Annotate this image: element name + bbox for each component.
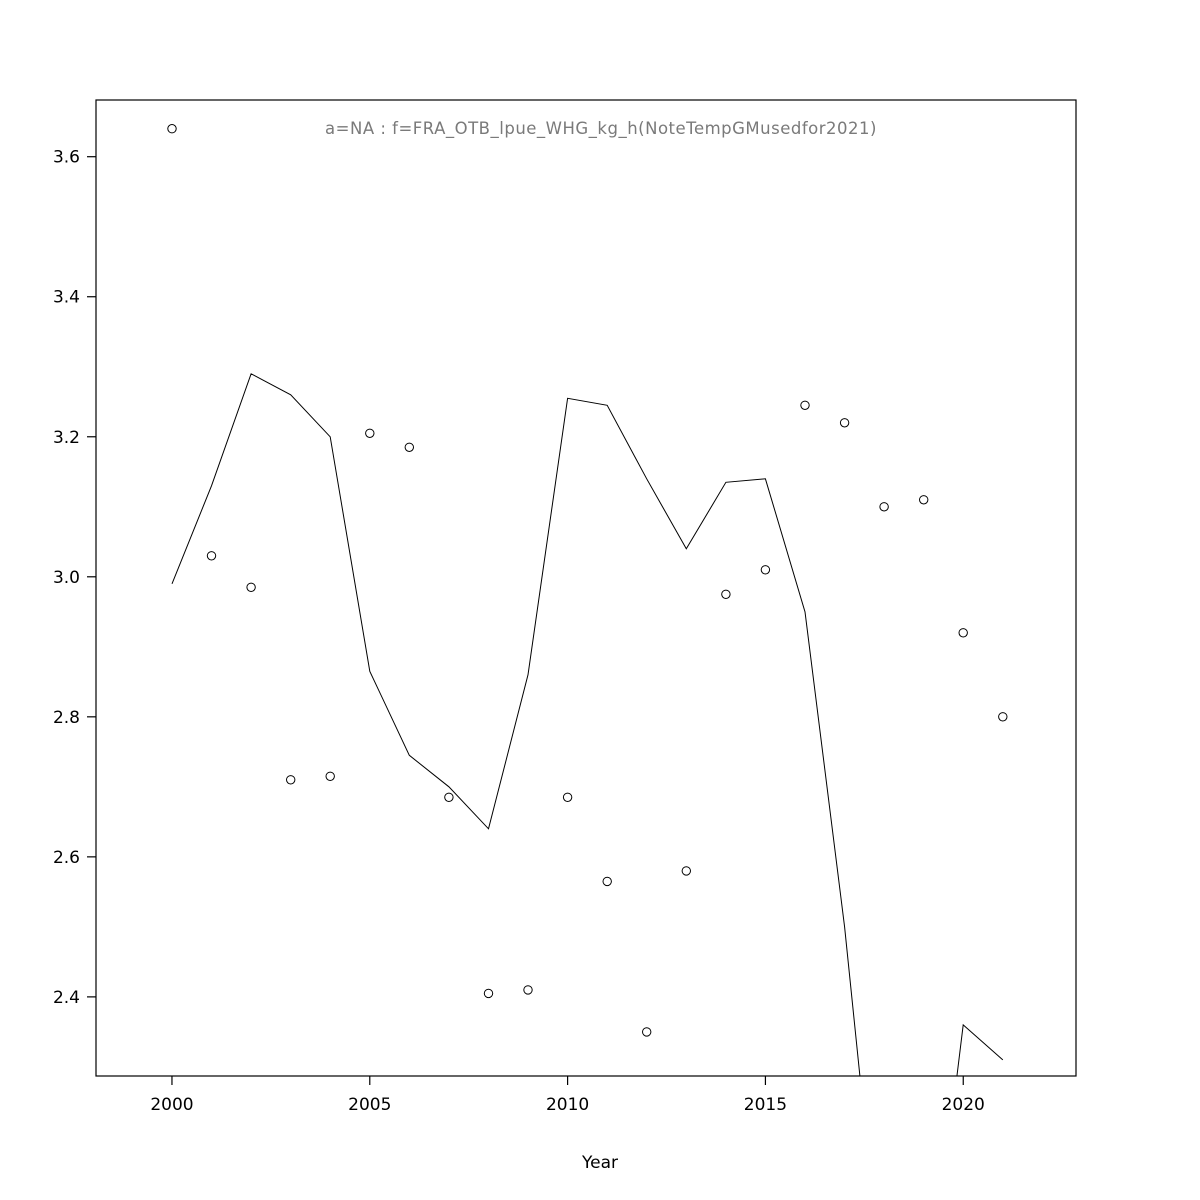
- y-tick-label: 2.6: [53, 848, 80, 868]
- data-point: [365, 428, 375, 438]
- data-point: [167, 124, 177, 134]
- x-tick-label: 2000: [150, 1095, 193, 1115]
- data-point: [444, 792, 454, 802]
- data-point: [998, 712, 1008, 722]
- axis-ticks: 2000 2005 2010 2015 2020 2.4 2.6 2.8 3.0 3.2 3.4 3.…: [53, 148, 985, 1115]
- fit-line: [171, 373, 1004, 1076]
- data-point: [562, 792, 573, 802]
- data-point: [483, 988, 494, 999]
- data-point: [642, 1027, 652, 1037]
- data-point: [523, 985, 533, 995]
- data-point: [246, 582, 256, 592]
- data-point: [681, 866, 691, 876]
- x-tick-label: 2020: [942, 1095, 985, 1115]
- data-point: [721, 589, 731, 599]
- x-tick-label: 2005: [348, 1095, 391, 1115]
- plot-border: [95, 99, 1077, 1077]
- data-point: [206, 551, 217, 561]
- y-tick-label: 3.6: [53, 148, 80, 168]
- data-point: [919, 495, 929, 505]
- data-point: [800, 400, 810, 410]
- data-point: [760, 565, 771, 575]
- data-point: [958, 628, 968, 638]
- x-tick-label: 2015: [744, 1095, 787, 1115]
- x-tick-label: 2010: [546, 1095, 589, 1115]
- data-point: [325, 771, 335, 781]
- data-series: [167, 124, 1008, 1076]
- y-tick-label: 3.4: [53, 288, 80, 308]
- y-tick-label: 3.0: [53, 568, 80, 588]
- chart-title: a=NA : f=FRA_OTB_lpue_WHG_kg_h(NoteTempG…: [325, 119, 877, 139]
- data-point: [602, 876, 612, 887]
- y-tick-label: 2.8: [53, 708, 80, 728]
- data-point: [286, 775, 296, 785]
- x-axis-title: Year: [581, 1153, 618, 1173]
- data-point: [404, 442, 414, 452]
- data-point: [879, 502, 889, 512]
- data-point: [839, 418, 850, 428]
- y-tick-label: 2.4: [53, 988, 80, 1008]
- y-tick-label: 3.2: [53, 428, 80, 448]
